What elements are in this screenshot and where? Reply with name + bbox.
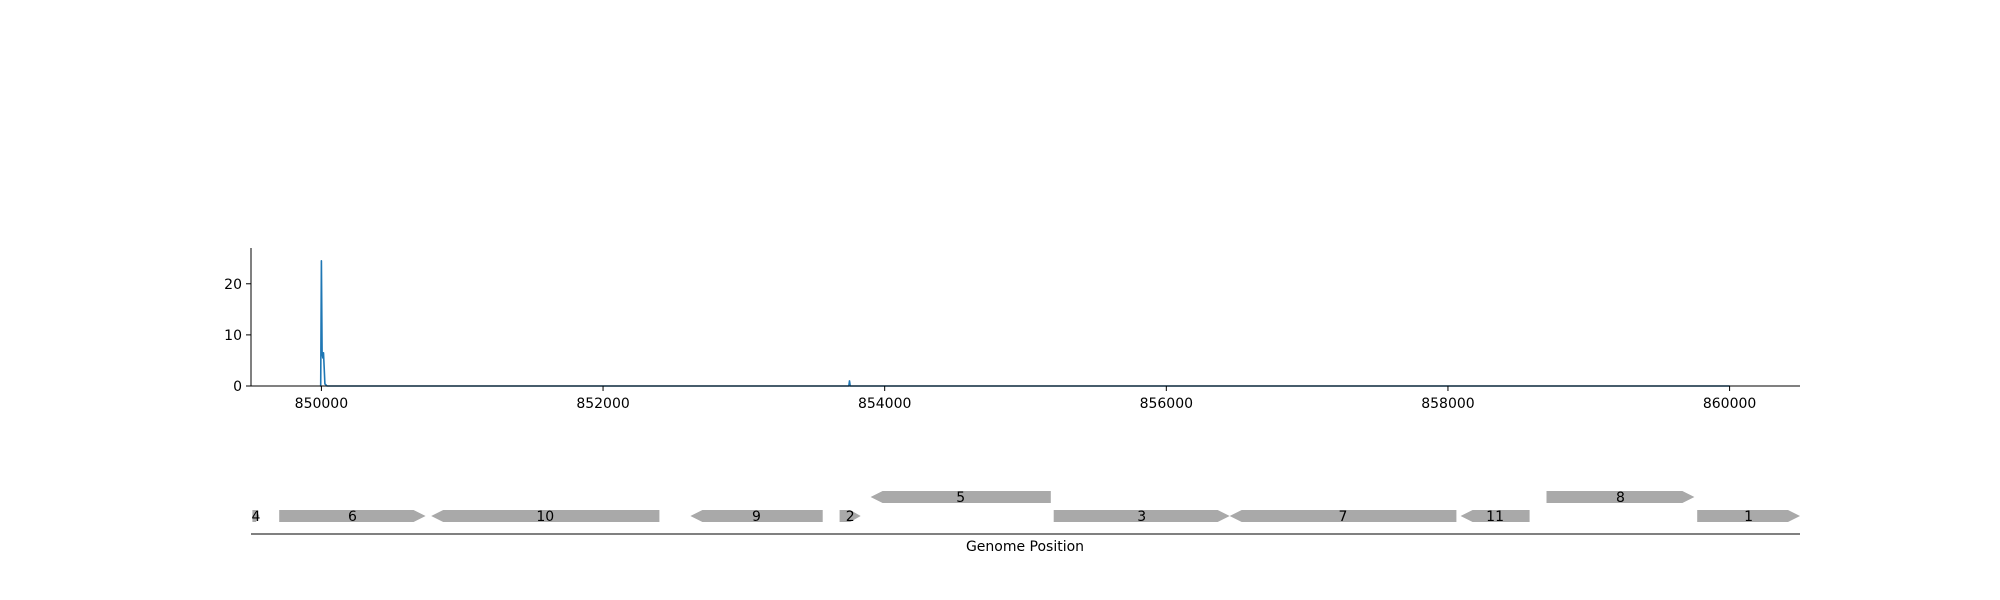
coverage-series-layer xyxy=(319,260,1730,387)
x-tick-label: 860000 xyxy=(1703,396,1756,412)
x-ticks: 850000 852000 854000 856000 858000 860000 xyxy=(295,386,1756,412)
y-tick-label: 0 xyxy=(233,379,242,395)
y-tick-label: 10 xyxy=(224,328,242,344)
gene-track: 4 6 10 9 2 5 3 7 11 8 1 Genome Position xyxy=(251,490,1800,555)
gene-arrow-5 xyxy=(870,491,1051,503)
gene-arrow-8 xyxy=(1546,491,1695,503)
gene-arrow-3 xyxy=(1053,510,1230,522)
y-tick-label: 20 xyxy=(224,277,242,293)
y-ticks: 0 10 20 xyxy=(224,277,251,395)
gene-label: 4 xyxy=(251,509,260,525)
gene-label: 1 xyxy=(1744,509,1753,525)
gene-arrow-6 xyxy=(279,510,426,522)
gene-arrow-10 xyxy=(431,510,660,522)
gene-label: 5 xyxy=(956,490,965,506)
gene-arrow-9 xyxy=(690,510,823,522)
gene-arrow-4 xyxy=(252,510,260,522)
x-tick-label: 858000 xyxy=(1421,396,1474,412)
gene-arrow-7 xyxy=(1229,510,1457,522)
gene-label: 10 xyxy=(536,509,554,525)
gene-label: 6 xyxy=(348,509,357,525)
gene-layer: 4 6 10 9 2 5 3 7 11 8 1 xyxy=(251,490,1800,525)
x-tick-label: 852000 xyxy=(576,396,629,412)
gene-label: 8 xyxy=(1616,490,1625,506)
gene-label: 9 xyxy=(752,509,761,525)
gene-label: 3 xyxy=(1137,509,1146,525)
gene-label: 2 xyxy=(846,509,855,525)
gene-arrow-2 xyxy=(839,510,861,522)
gene-arrow-1 xyxy=(1697,510,1800,522)
coverage-line xyxy=(319,260,1730,387)
coverage-plot: 0 10 20 850000 852000 854000 856000 858000 8600… xyxy=(224,248,1800,412)
gene-label: 7 xyxy=(1339,509,1348,525)
x-tick-label: 854000 xyxy=(858,396,911,412)
gene-label: 11 xyxy=(1486,509,1504,525)
x-tick-label: 850000 xyxy=(295,396,348,412)
gene-track-xlabel: Genome Position xyxy=(966,539,1084,555)
x-tick-label: 856000 xyxy=(1140,396,1193,412)
gene-arrow-11 xyxy=(1460,510,1530,522)
